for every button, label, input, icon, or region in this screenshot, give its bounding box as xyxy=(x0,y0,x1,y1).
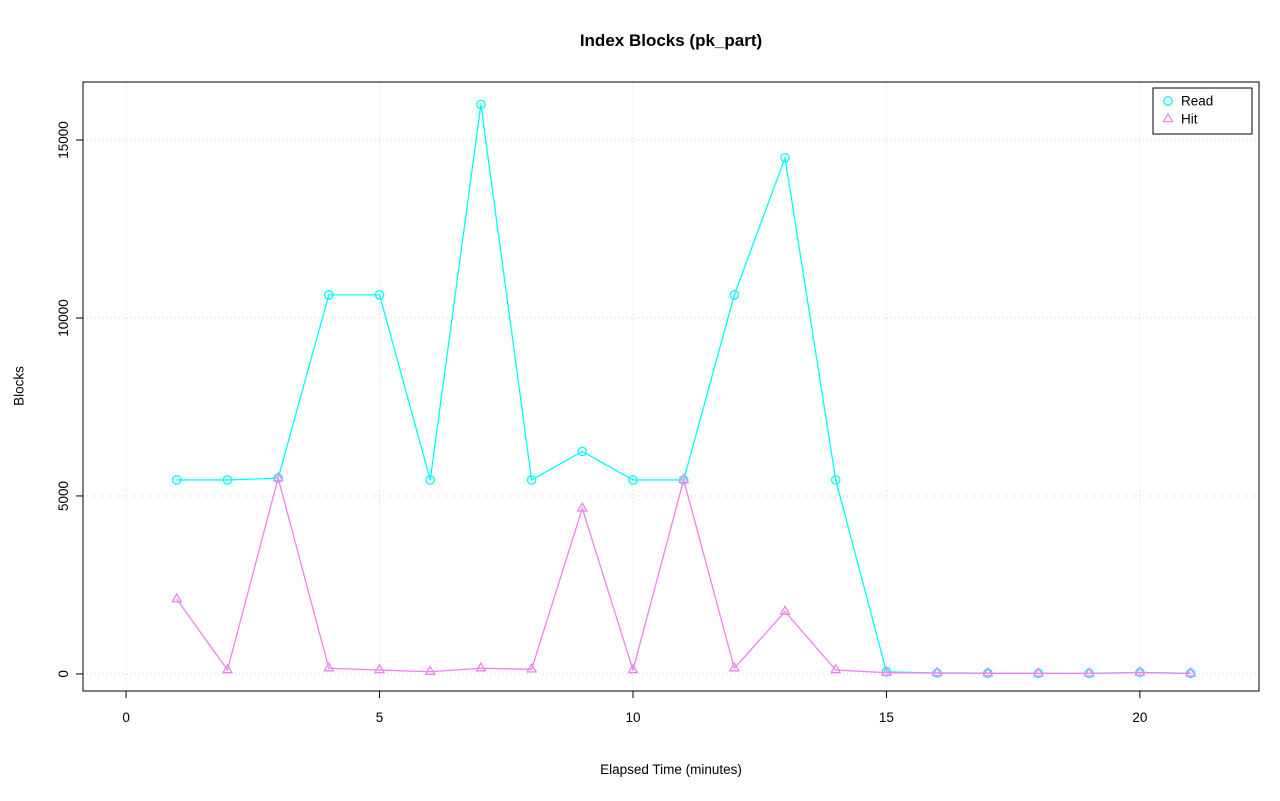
circle-marker xyxy=(425,475,436,485)
circle-marker xyxy=(374,289,385,300)
series-read xyxy=(171,99,1196,679)
triangle-marker xyxy=(272,471,284,482)
circle-marker xyxy=(476,99,486,110)
triangle-marker xyxy=(931,666,943,677)
y-axis-label: Blocks xyxy=(11,366,27,406)
circle-marker xyxy=(577,446,588,457)
series-line xyxy=(176,104,1191,675)
triangle-marker xyxy=(424,665,436,676)
x-tick-label: 5 xyxy=(376,710,384,725)
triangle-marker xyxy=(982,666,994,677)
legend-box xyxy=(1152,87,1253,135)
triangle-marker xyxy=(323,661,335,672)
circle-marker xyxy=(830,475,841,485)
triangle-marker xyxy=(1083,666,1095,677)
triangle-marker xyxy=(678,473,690,484)
circle-marker xyxy=(628,475,638,485)
circle-marker xyxy=(526,475,537,485)
legend: Read Hit xyxy=(1152,87,1253,135)
circle-marker xyxy=(171,475,182,485)
x-tick-label: 10 xyxy=(625,710,640,725)
y-tick-label: 10000 xyxy=(56,299,71,337)
triangle-marker xyxy=(627,663,639,674)
y-tick-label: 5000 xyxy=(56,481,71,511)
circle-marker xyxy=(1163,96,1173,106)
gridlines xyxy=(83,82,1259,691)
circle-marker xyxy=(780,152,790,163)
triangle-marker xyxy=(525,662,538,673)
x-tick-label: 20 xyxy=(1132,710,1147,725)
series-hit xyxy=(171,471,1197,677)
y-axis: 0 5000 10000 15000 xyxy=(56,121,83,678)
triangle-marker xyxy=(373,663,386,674)
triangle-marker xyxy=(1134,665,1146,676)
triangle-marker xyxy=(171,592,183,603)
circle-marker xyxy=(222,475,233,485)
triangle-marker xyxy=(779,605,791,615)
triangle-marker xyxy=(1184,666,1197,677)
triangle-marker xyxy=(1032,666,1045,677)
triangle-marker xyxy=(728,661,740,672)
triangle-marker xyxy=(475,661,487,672)
triangle-marker xyxy=(576,501,588,512)
x-tick-label: 15 xyxy=(879,710,894,725)
triangle-marker xyxy=(830,663,842,674)
circle-marker xyxy=(729,289,740,300)
triangle-marker xyxy=(1162,112,1174,123)
legend-label: Hit xyxy=(1181,112,1198,127)
series-line xyxy=(176,475,1191,675)
triangle-marker xyxy=(221,663,234,674)
chart-title: Index Blocks (pk_part) xyxy=(579,31,763,50)
circle-marker xyxy=(323,289,334,300)
x-tick-label: 0 xyxy=(122,710,130,725)
legend-label: Read xyxy=(1181,94,1213,109)
triangle-marker xyxy=(880,666,893,676)
x-axis-label: Elapsed Time (minutes) xyxy=(600,762,742,777)
y-tick-label: 15000 xyxy=(56,121,71,159)
plot-box xyxy=(82,81,1260,692)
y-tick-label: 0 xyxy=(56,670,71,678)
x-axis: 0 5 10 15 20 xyxy=(122,691,1147,725)
